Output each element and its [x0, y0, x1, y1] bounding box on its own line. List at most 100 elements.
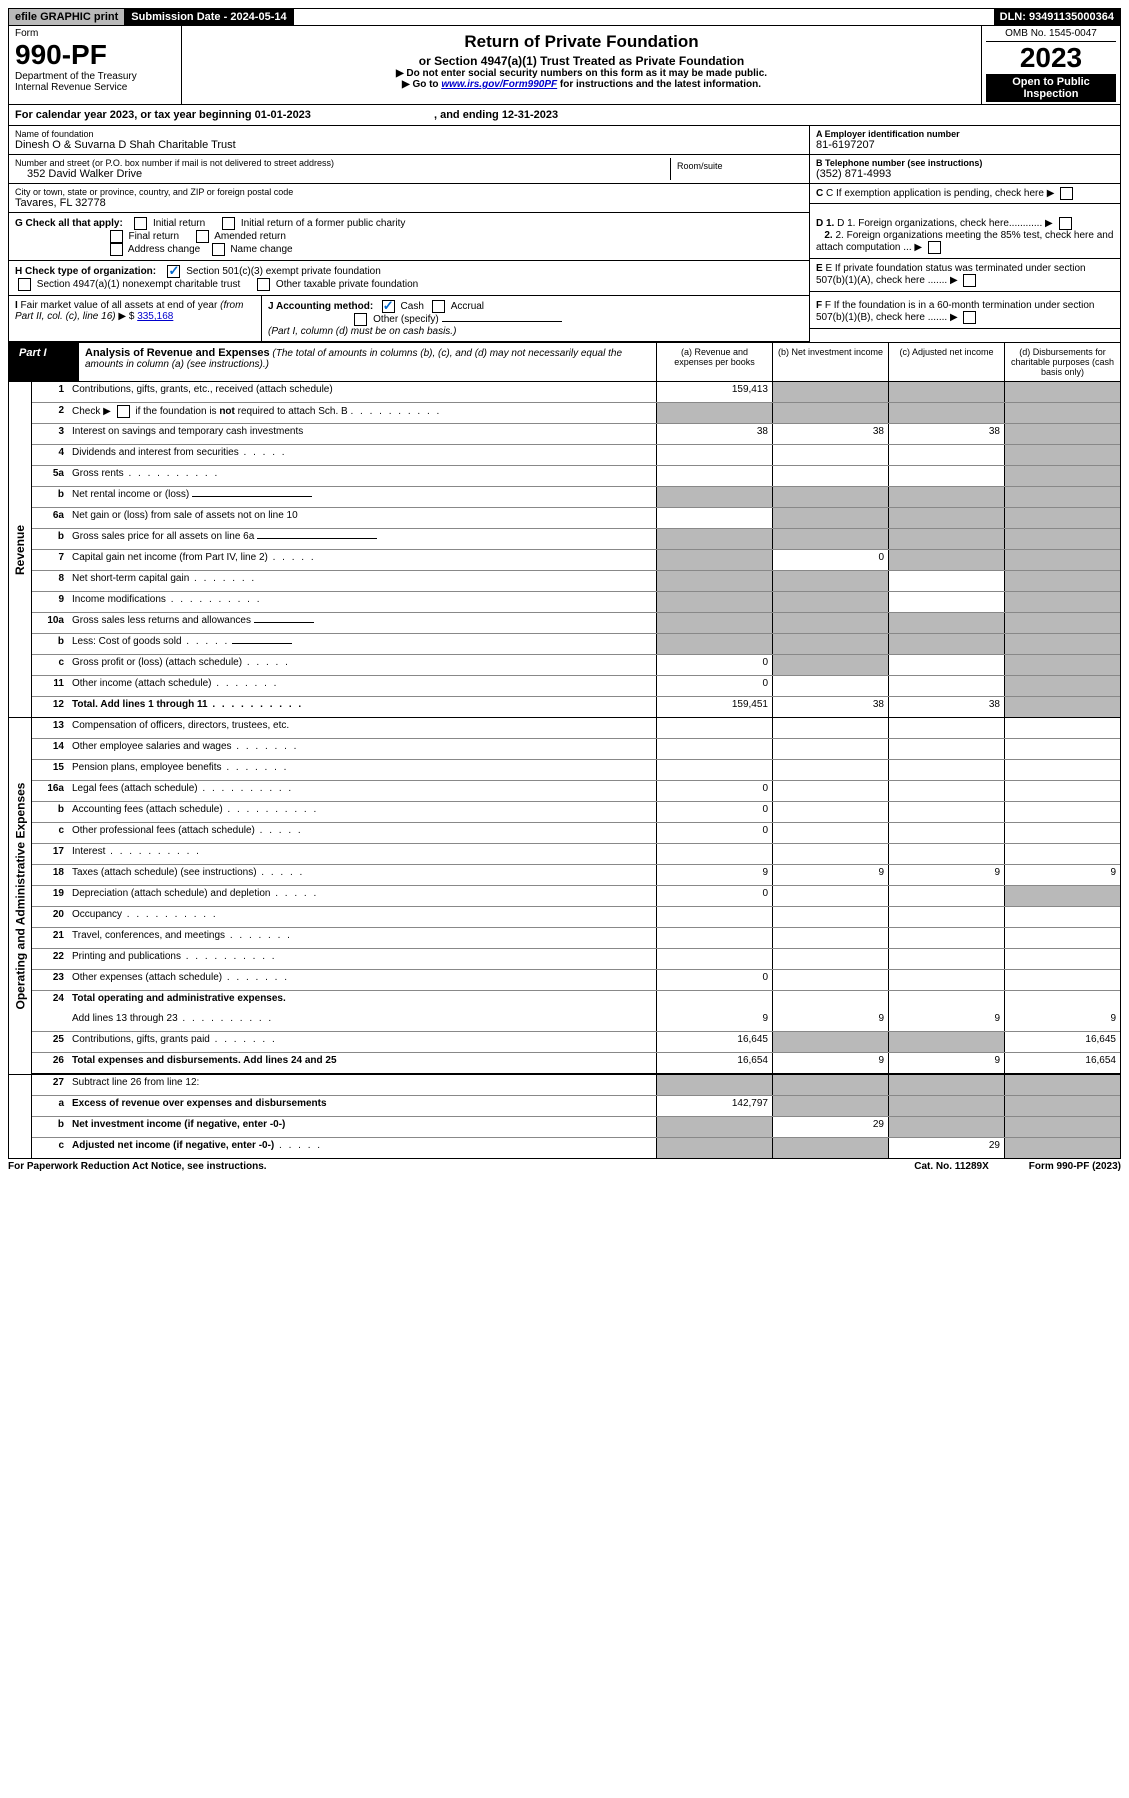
g-address-checkbox[interactable] — [110, 243, 123, 256]
row-10b: bLess: Cost of goods sold — [32, 634, 1120, 655]
expenses-side-label: Operating and Administrative Expenses — [9, 718, 32, 1074]
g-check-row: G Check all that apply: Initial return I… — [9, 213, 809, 261]
fmv-value: 335,168 — [137, 311, 173, 322]
form-header: Form 990-PF Department of the Treasury I… — [8, 26, 1121, 105]
j-other-checkbox[interactable] — [354, 313, 367, 326]
h-501c3-checkbox[interactable] — [167, 265, 180, 278]
row-9: 9Income modifications — [32, 592, 1120, 613]
d1-checkbox[interactable] — [1059, 217, 1072, 230]
j-accounting-cell: J Accounting method: Cash Accrual Other … — [262, 296, 568, 341]
city-cell: City or town, state or province, country… — [9, 184, 809, 213]
row-5a: 5aGross rents — [32, 466, 1120, 487]
foundation-name-cell: Name of foundation Dinesh O & Suvarna D … — [9, 126, 809, 155]
row-5b: bNet rental income or (loss) — [32, 487, 1120, 508]
i-fmv-cell: I Fair market value of all assets at end… — [9, 296, 262, 341]
row-16a: 16aLegal fees (attach schedule)0 — [32, 781, 1120, 802]
row-22: 22Printing and publications — [32, 949, 1120, 970]
row-21: 21Travel, conferences, and meetings — [32, 928, 1120, 949]
f-checkbox[interactable] — [963, 311, 976, 324]
row-14: 14Other employee salaries and wages — [32, 739, 1120, 760]
year-block: OMB No. 1545-0047 2023 Open to Public In… — [981, 26, 1120, 104]
line27-section: 27Subtract line 26 from line 12: aExcess… — [8, 1075, 1121, 1159]
paperwork-notice: For Paperwork Reduction Act Notice, see … — [8, 1161, 267, 1172]
form-number: 990-PF — [15, 39, 175, 71]
instructions-link[interactable]: www.irs.gov/Form990PF — [441, 79, 557, 90]
col-d-header: (d) Disbursements for charitable purpose… — [1004, 343, 1120, 381]
irs-label: Internal Revenue Service — [15, 82, 175, 93]
ssn-note: ▶ Do not enter social security numbers o… — [188, 68, 975, 79]
row-24-label: 24Total operating and administrative exp… — [32, 991, 1120, 1011]
g-amended-checkbox[interactable] — [196, 230, 209, 243]
col-c-header: (c) Adjusted net income — [888, 343, 1004, 381]
omb-number: OMB No. 1545-0047 — [986, 28, 1116, 42]
h-4947-checkbox[interactable] — [18, 278, 31, 291]
phone-cell: B Telephone number (see instructions) (3… — [810, 155, 1120, 184]
i-j-f-row: I Fair market value of all assets at end… — [8, 296, 1121, 342]
row-19: 19Depreciation (attach schedule) and dep… — [32, 886, 1120, 907]
h-check-row: H Check type of organization: Section 50… — [9, 261, 809, 296]
row-27: 27Subtract line 26 from line 12: — [32, 1075, 1120, 1096]
row-13: 13Compensation of officers, directors, t… — [32, 718, 1120, 739]
page-footer: For Paperwork Reduction Act Notice, see … — [8, 1159, 1121, 1174]
row-16b: bAccounting fees (attach schedule)0 — [32, 802, 1120, 823]
efile-print-button[interactable]: efile GRAPHIC print — [9, 9, 125, 25]
row-6b: bGross sales price for all assets on lin… — [32, 529, 1120, 550]
row-25: 25Contributions, gifts, grants paid16,64… — [32, 1032, 1120, 1053]
row-7: 7Capital gain net income (from Part IV, … — [32, 550, 1120, 571]
schb-checkbox[interactable] — [117, 405, 130, 418]
part1-label: Part I — [9, 343, 79, 381]
row-2: 2Check ▶ if the foundation is not requir… — [32, 403, 1120, 424]
row-24: Add lines 13 through 239999 — [32, 1011, 1120, 1032]
link-note: ▶ Go to www.irs.gov/Form990PF for instru… — [188, 79, 975, 90]
form-footer-label: Form 990-PF (2023) — [1029, 1161, 1121, 1172]
row-27c: cAdjusted net income (if negative, enter… — [32, 1138, 1120, 1158]
dept-label: Department of the Treasury — [15, 71, 175, 82]
row-8: 8Net short-term capital gain — [32, 571, 1120, 592]
g-initial-checkbox[interactable] — [134, 217, 147, 230]
row-23: 23Other expenses (attach schedule)0 — [32, 970, 1120, 991]
row-1: 1Contributions, gifts, grants, etc., rec… — [32, 382, 1120, 403]
row-17: 17Interest — [32, 844, 1120, 865]
form-subtitle: or Section 4947(a)(1) Trust Treated as P… — [188, 54, 975, 68]
row-11: 11Other income (attach schedule)0 — [32, 676, 1120, 697]
row-10a: 10aGross sales less returns and allowanc… — [32, 613, 1120, 634]
open-public-badge: Open to Public Inspection — [986, 74, 1116, 102]
e-checkbox[interactable] — [963, 274, 976, 287]
form-label: Form — [15, 28, 175, 39]
cat-no: Cat. No. 11289X — [914, 1161, 988, 1172]
form-id-block: Form 990-PF Department of the Treasury I… — [9, 26, 182, 104]
row-6a: 6aNet gain or (loss) from sale of assets… — [32, 508, 1120, 529]
col-a-header: (a) Revenue and expenses per books — [656, 343, 772, 381]
g-d-row: G Check all that apply: Initial return I… — [8, 213, 1121, 296]
g-final-checkbox[interactable] — [110, 230, 123, 243]
tax-year: 2023 — [986, 42, 1116, 74]
g-initial-former-checkbox[interactable] — [222, 217, 235, 230]
g-name-checkbox[interactable] — [212, 243, 225, 256]
c-checkbox[interactable] — [1060, 187, 1073, 200]
row-27a: aExcess of revenue over expenses and dis… — [32, 1096, 1120, 1117]
c-exemption-cell: C C If exemption application is pending,… — [810, 184, 1120, 204]
form-title-block: Return of Private Foundation or Section … — [182, 26, 981, 104]
j-cash-checkbox[interactable] — [382, 300, 395, 313]
row-16c: cOther professional fees (attach schedul… — [32, 823, 1120, 844]
ein-cell: A Employer identification number 81-6197… — [810, 126, 1120, 155]
revenue-section: Revenue 1Contributions, gifts, grants, e… — [8, 382, 1121, 718]
row-4: 4Dividends and interest from securities — [32, 445, 1120, 466]
row-12: 12Total. Add lines 1 through 11159,45138… — [32, 697, 1120, 717]
calendar-year-row: For calendar year 2023, or tax year begi… — [8, 105, 1121, 126]
e-row: E E If private foundation status was ter… — [810, 259, 1120, 292]
revenue-side-label: Revenue — [9, 382, 32, 717]
entity-info: Name of foundation Dinesh O & Suvarna D … — [8, 126, 1121, 213]
row-15: 15Pension plans, employee benefits — [32, 760, 1120, 781]
j-accrual-checkbox[interactable] — [432, 300, 445, 313]
top-bar: efile GRAPHIC print Submission Date - 20… — [8, 8, 1121, 26]
row-20: 20Occupancy — [32, 907, 1120, 928]
d2-checkbox[interactable] — [928, 241, 941, 254]
row-26: 26Total expenses and disbursements. Add … — [32, 1053, 1120, 1074]
h-other-checkbox[interactable] — [257, 278, 270, 291]
part1-header: Part I Analysis of Revenue and Expenses … — [8, 342, 1121, 382]
row-27b: bNet investment income (if negative, ent… — [32, 1117, 1120, 1138]
form-title: Return of Private Foundation — [188, 32, 975, 52]
expenses-section: Operating and Administrative Expenses 13… — [8, 718, 1121, 1075]
row-18: 18Taxes (attach schedule) (see instructi… — [32, 865, 1120, 886]
